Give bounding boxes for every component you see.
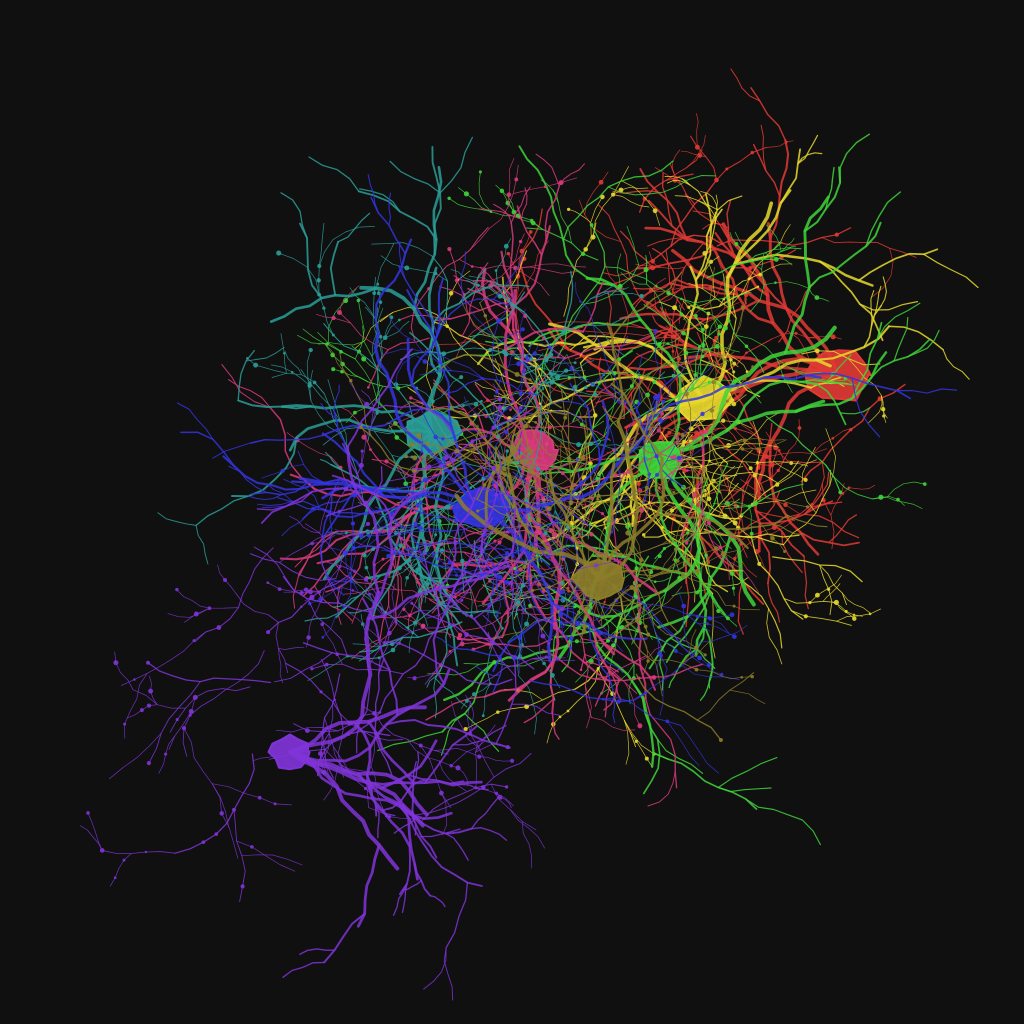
violet-neuron <box>79 348 628 1001</box>
soma <box>267 733 311 771</box>
soma <box>804 349 872 402</box>
blue-neuron <box>176 174 958 774</box>
soma <box>570 558 625 601</box>
teal-neuron <box>157 136 654 735</box>
